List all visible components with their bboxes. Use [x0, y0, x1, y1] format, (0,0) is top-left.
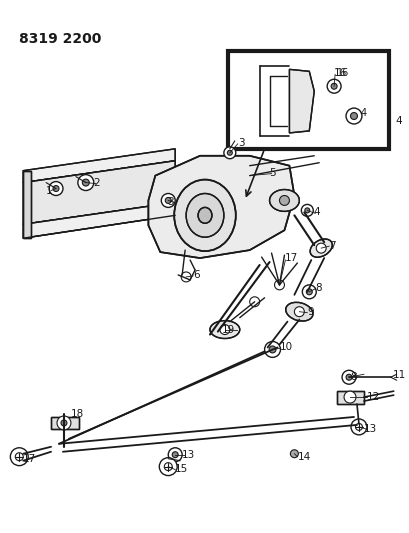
Ellipse shape — [198, 207, 211, 223]
Polygon shape — [336, 391, 363, 404]
Circle shape — [294, 306, 303, 317]
Circle shape — [345, 108, 361, 124]
Text: 9: 9 — [307, 306, 313, 317]
Circle shape — [268, 346, 275, 353]
Circle shape — [350, 112, 357, 119]
Circle shape — [249, 297, 259, 306]
Text: 15: 15 — [175, 464, 188, 474]
Circle shape — [330, 83, 336, 89]
Circle shape — [219, 325, 229, 335]
Circle shape — [301, 285, 315, 299]
Text: 5: 5 — [269, 168, 276, 177]
Circle shape — [355, 423, 362, 430]
Text: 4: 4 — [360, 108, 366, 118]
Circle shape — [49, 182, 63, 196]
Text: 16: 16 — [333, 68, 346, 78]
Circle shape — [301, 205, 312, 216]
Circle shape — [350, 419, 366, 435]
Text: 17: 17 — [23, 454, 36, 464]
Ellipse shape — [186, 193, 223, 237]
Text: 11: 11 — [392, 370, 405, 380]
Bar — [227, 52, 388, 149]
Ellipse shape — [174, 180, 235, 251]
Text: 19: 19 — [221, 325, 234, 335]
Circle shape — [57, 416, 71, 430]
Circle shape — [161, 193, 175, 207]
Circle shape — [172, 452, 178, 458]
Circle shape — [159, 458, 177, 475]
Circle shape — [341, 370, 355, 384]
Text: 16: 16 — [336, 68, 348, 78]
Text: 4: 4 — [395, 116, 401, 126]
Text: 1: 1 — [46, 185, 53, 196]
Ellipse shape — [209, 321, 239, 338]
Text: 10: 10 — [279, 342, 292, 352]
Text: 12: 12 — [366, 392, 379, 402]
Text: 13: 13 — [182, 450, 195, 460]
Circle shape — [290, 450, 298, 458]
Circle shape — [168, 448, 182, 462]
Circle shape — [53, 185, 59, 191]
Circle shape — [164, 463, 172, 471]
Text: 14: 14 — [297, 451, 310, 462]
Text: 2: 2 — [92, 177, 99, 188]
Text: 13: 13 — [363, 424, 376, 434]
Circle shape — [82, 179, 89, 186]
Circle shape — [165, 197, 171, 204]
Polygon shape — [51, 417, 79, 429]
Polygon shape — [23, 203, 175, 238]
Text: 4: 4 — [312, 207, 319, 217]
Text: 3: 3 — [237, 138, 244, 148]
Circle shape — [61, 420, 67, 426]
Circle shape — [306, 289, 312, 295]
Circle shape — [343, 391, 355, 403]
Text: 8319 2200: 8319 2200 — [19, 31, 101, 46]
Circle shape — [304, 208, 309, 213]
Polygon shape — [23, 149, 175, 183]
Ellipse shape — [269, 190, 299, 212]
Text: 17: 17 — [284, 253, 297, 263]
Text: 6: 6 — [193, 270, 199, 280]
Ellipse shape — [285, 302, 312, 321]
Circle shape — [315, 243, 326, 253]
Ellipse shape — [309, 239, 331, 257]
Circle shape — [274, 280, 284, 290]
Circle shape — [345, 374, 351, 380]
Circle shape — [264, 342, 280, 358]
Circle shape — [279, 196, 289, 205]
Text: 8: 8 — [315, 283, 321, 293]
Circle shape — [10, 448, 28, 466]
Text: 3: 3 — [167, 197, 174, 207]
Text: 18: 18 — [71, 409, 84, 419]
Text: 8: 8 — [349, 372, 356, 382]
Circle shape — [227, 150, 232, 155]
Polygon shape — [23, 161, 175, 224]
Polygon shape — [23, 171, 31, 238]
Text: 7: 7 — [328, 241, 335, 251]
Circle shape — [223, 147, 235, 159]
Circle shape — [78, 175, 94, 190]
Polygon shape — [148, 156, 294, 258]
Circle shape — [326, 79, 340, 93]
Circle shape — [15, 453, 23, 461]
Polygon shape — [289, 69, 313, 133]
